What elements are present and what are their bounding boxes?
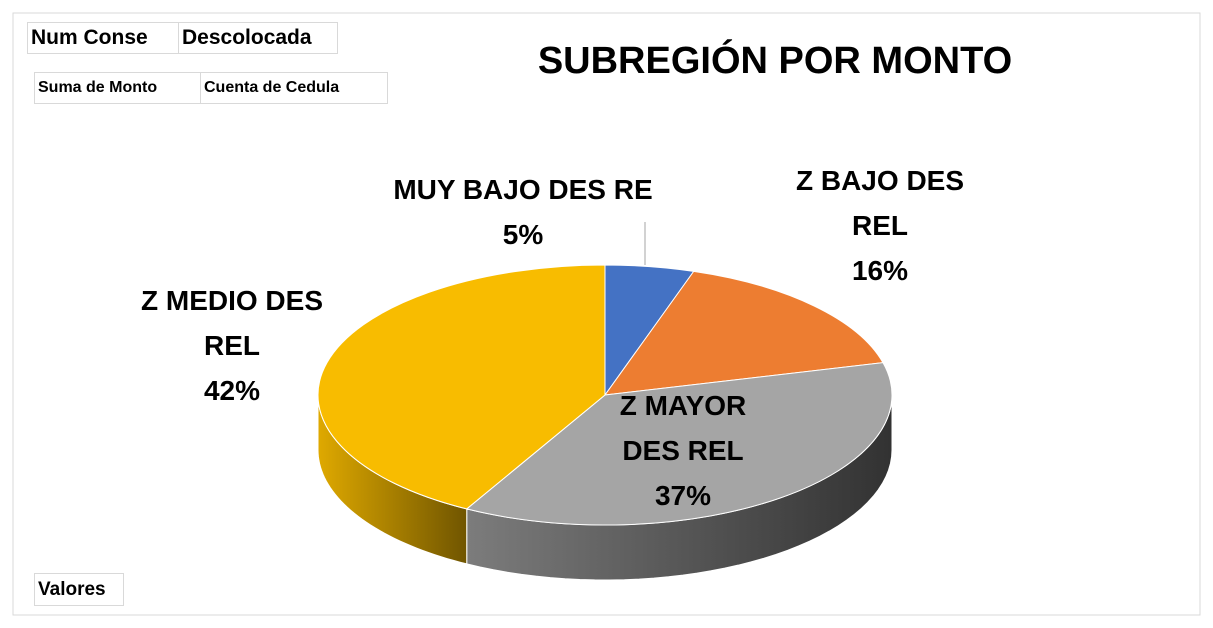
label-category: Z MAYOR DES REL [619, 390, 747, 466]
axis-button[interactable]: Valores [34, 573, 124, 606]
label-value: 16% [851, 255, 909, 286]
chart-title: SUBREGIÓN POR MONTO [537, 40, 1013, 82]
label-value: 37% [654, 480, 712, 511]
label-category: MUY BAJO DES RE [393, 174, 653, 205]
slice [603, 270, 884, 396]
label-category: Z MEDIO DES REL [140, 285, 323, 361]
label-category: Z BAJO DES REL [795, 165, 965, 241]
label-value: 5% [502, 219, 544, 250]
label-value: 42% [203, 375, 261, 406]
value-button[interactable]: Suma de Monto [34, 72, 201, 104]
data-label: MUY BAJO DES RE 5% [363, 167, 683, 257]
filter-button[interactable]: Descolocada [178, 22, 338, 54]
data-label: Z MAYOR DES REL 37% [603, 383, 763, 518]
filter-button[interactable]: Num Conse [27, 22, 179, 54]
value-button[interactable]: Cuenta de Cedula [200, 72, 388, 104]
slice [465, 362, 893, 526]
slice [317, 264, 606, 510]
data-label: Z BAJO DES REL 16% [785, 158, 975, 293]
data-label: Z MEDIO DES REL 42% [127, 278, 337, 413]
